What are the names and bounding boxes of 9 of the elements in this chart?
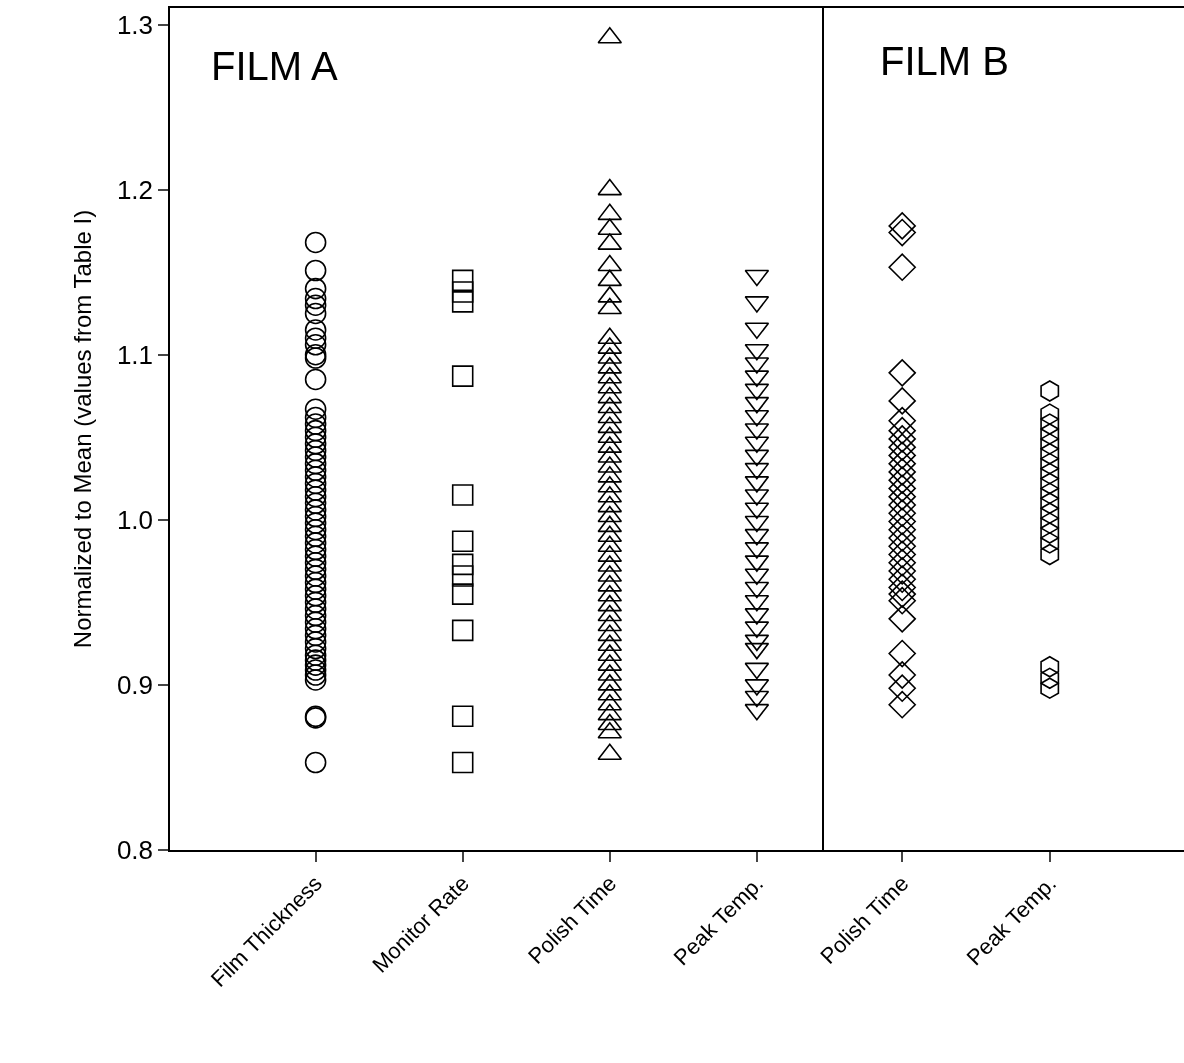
y-tick-label: 1.1 [116, 339, 154, 370]
y-tick-label: 1.2 [116, 174, 154, 205]
annotation: FILM A [211, 44, 339, 88]
y-tick-label: 0.8 [116, 835, 154, 866]
y-tick-label: 1.3 [116, 9, 154, 40]
y-tick-label: 1.0 [116, 504, 154, 535]
y-tick-label: 0.9 [116, 670, 154, 700]
annotation: FILM B [880, 39, 1009, 83]
y-axis-title: Normalized to Mean (values from Table I) [69, 209, 97, 649]
